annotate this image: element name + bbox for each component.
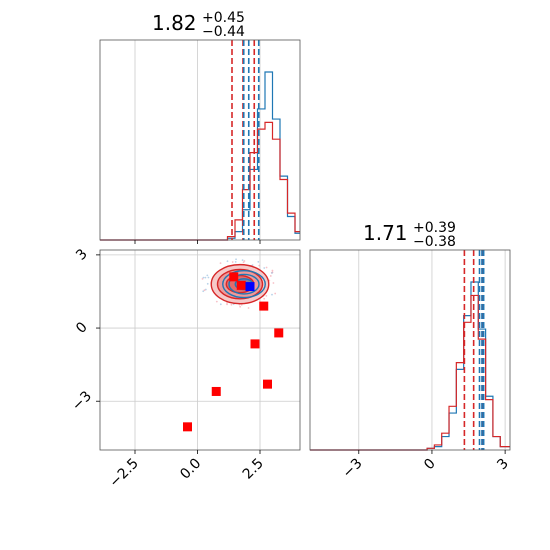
sample-point	[207, 276, 210, 279]
title-param-1: 1.82 +0.45 −0.44	[152, 10, 245, 40]
sample-point	[263, 267, 266, 269]
sample-point	[257, 260, 260, 263]
marginal-histogram-param-2: −3 0 3	[309, 249, 512, 481]
sample-point	[234, 261, 237, 263]
marginal-histogram-param-1	[99, 39, 301, 244]
sample-point	[274, 292, 277, 295]
blue-contour	[228, 273, 260, 295]
sample-point	[265, 266, 268, 269]
sample-point	[263, 297, 266, 300]
sample-point	[204, 276, 207, 279]
marker-square	[263, 379, 272, 389]
sample-point	[247, 307, 250, 309]
sample-point	[219, 303, 222, 306]
sample-point	[258, 264, 261, 267]
sample-point	[219, 262, 222, 265]
sample-point	[226, 260, 229, 263]
joint-scatter-panel: −2.5 0.0 2.5−303	[69, 246, 301, 491]
sample-point	[226, 303, 228, 306]
title-param-2-minus: −0.38	[413, 234, 456, 250]
sample-point	[251, 264, 254, 267]
sample-point	[206, 282, 209, 285]
marker-square	[259, 301, 269, 311]
sample-point	[204, 288, 207, 291]
panel-top-frame	[99, 39, 301, 241]
marker-square	[245, 282, 255, 292]
marker-square	[183, 422, 192, 432]
marker-square	[274, 328, 284, 338]
title-param-2-plus: +0.39	[413, 220, 456, 236]
sample-point	[202, 290, 205, 293]
sample-point	[271, 269, 274, 272]
title-param-1-plus: +0.45	[202, 10, 245, 26]
title-param-2-value: 1.71	[363, 221, 408, 245]
sample-point	[243, 260, 246, 262]
sample-point	[265, 294, 268, 297]
sample-point	[271, 272, 273, 274]
marker-square	[236, 280, 246, 290]
marker-square	[211, 386, 221, 396]
sample-point	[235, 258, 237, 261]
marker-square	[229, 272, 239, 282]
sample-point	[241, 259, 244, 262]
sample-point	[215, 300, 218, 303]
sample-point	[271, 293, 273, 296]
panel-top-bg	[100, 40, 300, 240]
sample-point	[231, 261, 234, 263]
sample-point	[206, 274, 209, 277]
sample-point	[242, 261, 245, 264]
panel-joint-frame	[99, 249, 301, 451]
sample-point	[239, 305, 242, 308]
title-param-1-value: 1.82	[152, 11, 197, 35]
panel-right-frame	[309, 249, 511, 451]
blue-contour	[222, 270, 266, 299]
sample-point	[272, 282, 275, 284]
sample-point	[203, 289, 206, 292]
sample-point	[269, 275, 272, 277]
sample-point	[201, 277, 204, 280]
sample-point	[240, 303, 243, 306]
title-param-2: 1.71 +0.39 −0.38	[363, 220, 456, 250]
marker-square	[250, 339, 260, 349]
panel-right-bg	[310, 250, 510, 450]
title-param-1-minus: −0.44	[202, 24, 245, 40]
sample-point	[202, 276, 205, 279]
sample-point	[230, 303, 233, 306]
